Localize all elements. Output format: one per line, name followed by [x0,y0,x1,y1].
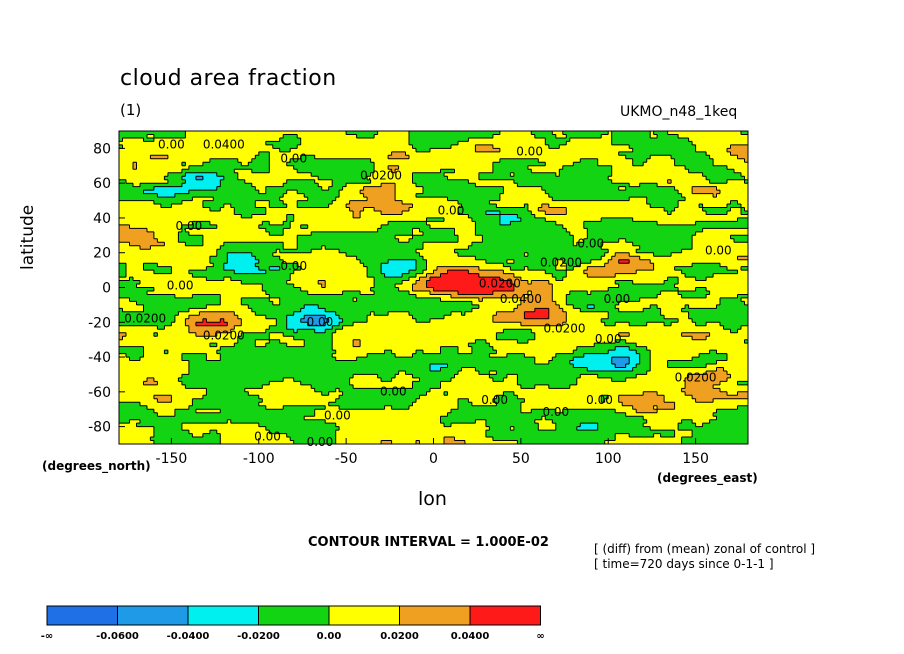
y-tick-label: 0 [102,281,111,297]
x-tick-label: 0 [429,451,438,467]
model-label: UKMO_n48_1keq [620,104,738,120]
colorbar-label: ∞ [536,631,544,642]
x-axis-label: lon [418,488,447,510]
contour-label: 0.00 [604,292,631,306]
contour-label: 0.00 [380,384,407,398]
contour-label: 0.0200 [124,311,166,325]
contour-label: 0.00 [307,435,334,449]
colorbar-swatch [469,605,541,626]
x-tick-label: -50 [335,451,358,467]
contour-label: 0.00 [516,144,543,158]
x-tick-label: -100 [243,451,275,467]
colorbar-swatch [117,605,189,626]
colorbar-swatch [399,605,471,626]
contour-lines [119,131,748,444]
contour-label: 0.00 [586,393,613,407]
colorbar-label: -0.0600 [96,631,139,642]
x-tick-label: -150 [156,451,188,467]
colorbar-label: 0.0400 [451,631,490,642]
contour-fill [119,131,748,444]
contour-label: 0.0200 [540,256,582,270]
y-tick-label: 80 [93,141,111,157]
y-axis-units: (degrees_north) [42,459,151,473]
colorbar-label: -0.0200 [237,631,280,642]
colorbar-swatch [46,605,118,626]
colorbar-swatch [328,605,400,626]
chart-units: (1) [120,101,142,119]
colorbar-swatch [258,605,330,626]
contour-label: 0.0200 [544,322,586,336]
colorbar-label: 0.00 [317,631,342,642]
contour-label: 0.00 [705,243,732,257]
contour-label: 0.00 [280,151,307,165]
note-diff: [ (diff) from (mean) zonal of control ] [594,542,816,556]
contour-label: 0.00 [307,315,334,329]
y-tick-label: -40 [88,350,111,366]
note-time: [ time=720 days since 0-1-1 ] [594,557,774,571]
y-tick-label: 40 [93,211,111,227]
y-tick-label: -80 [88,420,111,436]
x-axis-units: (degrees_east) [657,471,758,485]
contour-label: 0.0200 [675,370,717,384]
contour-label: 0.00 [577,237,604,251]
contour-label: 0.00 [438,203,465,217]
x-tick-label: 150 [682,451,709,467]
y-tick-label: -60 [88,385,111,401]
x-tick-label: 100 [595,451,622,467]
contour-label: 0.00 [481,393,508,407]
contour-label: 0.0200 [203,329,245,343]
contour-label: 0.00 [167,278,194,292]
contour-label: 0.00 [176,219,203,233]
contour-label: 0.0200 [479,277,521,291]
contour-label: 0.00 [280,259,307,273]
contour-label: 0.00 [324,409,351,423]
contour-label: 0.0200 [360,169,402,183]
colorbar-label: 0.0200 [380,631,419,642]
contour-label: 0.00 [158,137,185,151]
contour-label: 0.0400 [203,137,245,151]
x-tick-label: 50 [512,451,530,467]
colorbar-label: -∞ [41,631,53,642]
y-axis-label: latitude [18,204,38,270]
contour-interval: CONTOUR INTERVAL = 1.000E-02 [308,535,549,550]
contour-label: 0.00 [595,332,622,346]
y-tick-label: 60 [93,176,111,192]
y-tick-label: 20 [93,246,111,262]
chart-title: cloud area fraction [120,66,337,91]
colorbar-label: -0.0400 [167,631,210,642]
contour-label: 0.00 [542,405,569,419]
y-tick-label: -20 [88,315,111,331]
contour-label: 0.0400 [500,292,542,306]
colorbar-swatch [187,605,259,626]
contour-label: 0.00 [254,430,281,444]
